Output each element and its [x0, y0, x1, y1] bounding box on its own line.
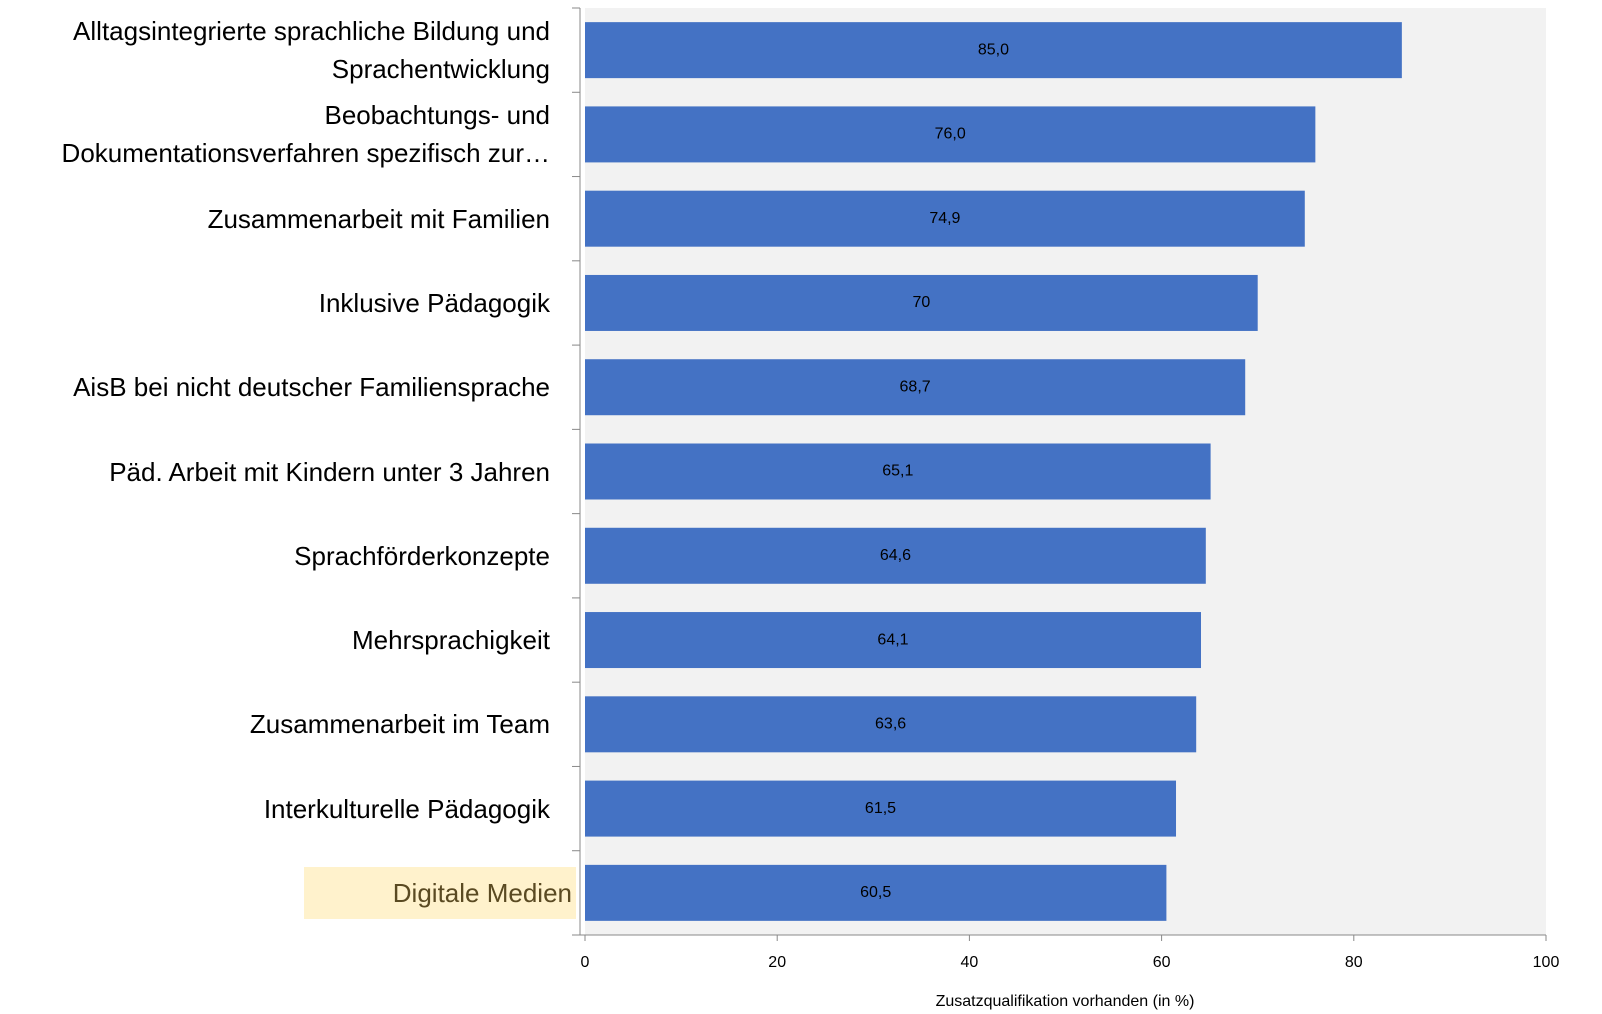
y-tick-label: Sprachförderkonzepte [294, 540, 550, 571]
x-tick-label: 100 [1533, 954, 1560, 971]
bar [585, 696, 1197, 753]
x-tick-label: 80 [1345, 954, 1363, 971]
y-tick-label: Interkulturelle Pädagogik [263, 793, 550, 824]
bar [585, 190, 1305, 247]
y-tick-label: Zusammenarbeit im Team [249, 709, 550, 740]
bar [585, 864, 1167, 921]
y-tick-label: Päd. Arbeit mit Kindern unter 3 Jahren [109, 456, 550, 487]
bar-label: 65,1 [882, 463, 913, 480]
y-tick-label: Zusammenarbeit mit Familien [207, 203, 550, 234]
y-tick-label: AisB bei nicht deutscher Familiensprache [73, 372, 550, 403]
y-tick-label: Digitale Medien [392, 877, 572, 908]
bar-label: 74,9 [929, 210, 960, 227]
x-tick-label: 60 [1153, 954, 1171, 971]
bar [585, 780, 1177, 837]
bar-label: 64,1 [877, 631, 908, 648]
bar [585, 359, 1246, 416]
bar-label: 68,7 [900, 378, 931, 395]
bar-label: 76,0 [935, 126, 966, 143]
x-tick-label: 0 [581, 954, 590, 971]
x-tick-label: 20 [768, 954, 786, 971]
bar-label: 70 [912, 294, 930, 311]
y-tick-label: Inklusive Pädagogik [318, 287, 550, 318]
bar [585, 274, 1258, 331]
bar [585, 106, 1316, 163]
bar-label: 85,0 [978, 41, 1009, 58]
bar-label: 63,6 [875, 716, 906, 733]
bar-label: 61,5 [865, 800, 896, 817]
bar-label: 64,6 [880, 547, 911, 564]
bar [585, 527, 1206, 584]
label-highlight [304, 866, 576, 919]
y-tick-label: Alltagsintegrierte sprachliche Bildung u… [73, 16, 550, 85]
bar-label: 60,5 [860, 884, 891, 901]
x-axis-label: Zusatzqualifikation vorhanden (in %) [936, 993, 1195, 1010]
y-tick-label: Mehrsprachigkeit [352, 625, 550, 656]
y-tick-label: Beobachtungs- und Dokumentationsverfahre… [61, 100, 550, 169]
bar [585, 22, 1402, 79]
bar [585, 443, 1211, 500]
bar [585, 612, 1202, 669]
x-tick-label: 40 [961, 954, 979, 971]
